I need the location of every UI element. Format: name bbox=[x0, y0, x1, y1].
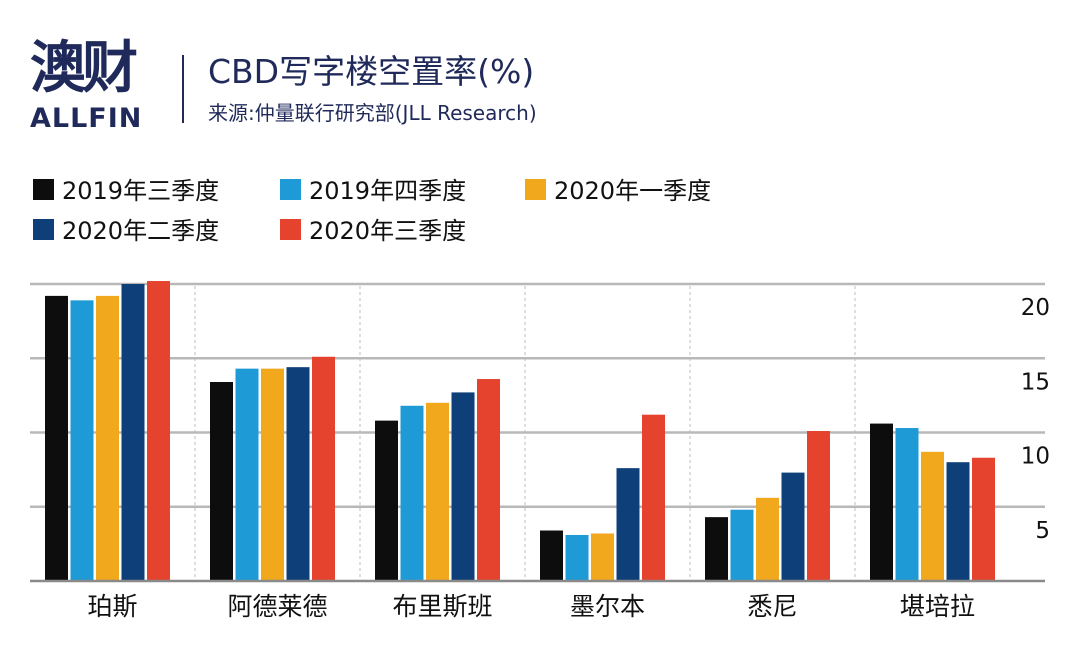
bar bbox=[400, 405, 424, 581]
legend-label: 2020年二季度 bbox=[62, 217, 219, 245]
bar bbox=[312, 356, 335, 581]
chart-title: CBD写字楼空置率(%) bbox=[208, 52, 535, 91]
brand-logo: 澳财 ALLFIN bbox=[30, 36, 155, 134]
legend-swatch bbox=[525, 179, 546, 200]
legend-label: 2020年一季度 bbox=[554, 177, 711, 205]
bar bbox=[591, 533, 614, 581]
x-category-label: 墨尔本 bbox=[570, 592, 645, 621]
bar bbox=[642, 414, 665, 581]
x-category-label: 堪培拉 bbox=[900, 592, 975, 621]
legend-swatch bbox=[33, 219, 54, 240]
bar bbox=[45, 295, 68, 581]
bar bbox=[235, 368, 259, 581]
chart-source: 来源:仲量联行研究部(JLL Research) bbox=[208, 101, 537, 125]
bar bbox=[147, 281, 170, 581]
bar bbox=[426, 402, 449, 581]
legend-swatch bbox=[280, 179, 301, 200]
y-tick-label: 20 bbox=[1021, 295, 1050, 321]
bar bbox=[895, 428, 919, 581]
bar bbox=[565, 534, 589, 581]
bar bbox=[730, 509, 754, 581]
bar bbox=[972, 457, 995, 581]
x-category-label: 珀斯 bbox=[87, 592, 137, 621]
x-category-label: 悉尼 bbox=[747, 592, 797, 621]
bar bbox=[540, 530, 563, 581]
y-tick-label: 5 bbox=[1035, 518, 1050, 544]
bar bbox=[286, 367, 310, 581]
bar bbox=[921, 451, 944, 581]
bar bbox=[756, 497, 779, 581]
bar bbox=[870, 423, 893, 581]
bar bbox=[946, 462, 970, 581]
legend-label: 2020年三季度 bbox=[309, 217, 466, 245]
bar bbox=[210, 382, 233, 581]
bar bbox=[261, 368, 284, 581]
bar bbox=[70, 300, 94, 581]
bar bbox=[781, 472, 805, 581]
bar bbox=[477, 379, 500, 581]
legend-swatch bbox=[280, 219, 301, 240]
y-tick-label: 15 bbox=[1021, 369, 1050, 395]
bar bbox=[121, 284, 145, 581]
x-category-label: 阿德莱德 bbox=[227, 592, 327, 621]
legend-label: 2019年三季度 bbox=[62, 177, 219, 205]
y-tick-label: 10 bbox=[1021, 444, 1050, 470]
bar bbox=[807, 431, 830, 581]
legend-swatch bbox=[33, 179, 54, 200]
bar bbox=[616, 468, 640, 581]
brand-name-en: ALLFIN bbox=[30, 103, 143, 134]
legend-label: 2019年四季度 bbox=[309, 177, 466, 205]
x-category-label: 布里斯班 bbox=[392, 592, 492, 621]
bar bbox=[451, 392, 475, 581]
bar bbox=[96, 295, 119, 581]
header-divider bbox=[182, 55, 184, 123]
brand-name-cn: 澳财 bbox=[30, 36, 138, 101]
bar bbox=[705, 517, 728, 581]
bar bbox=[375, 420, 398, 581]
